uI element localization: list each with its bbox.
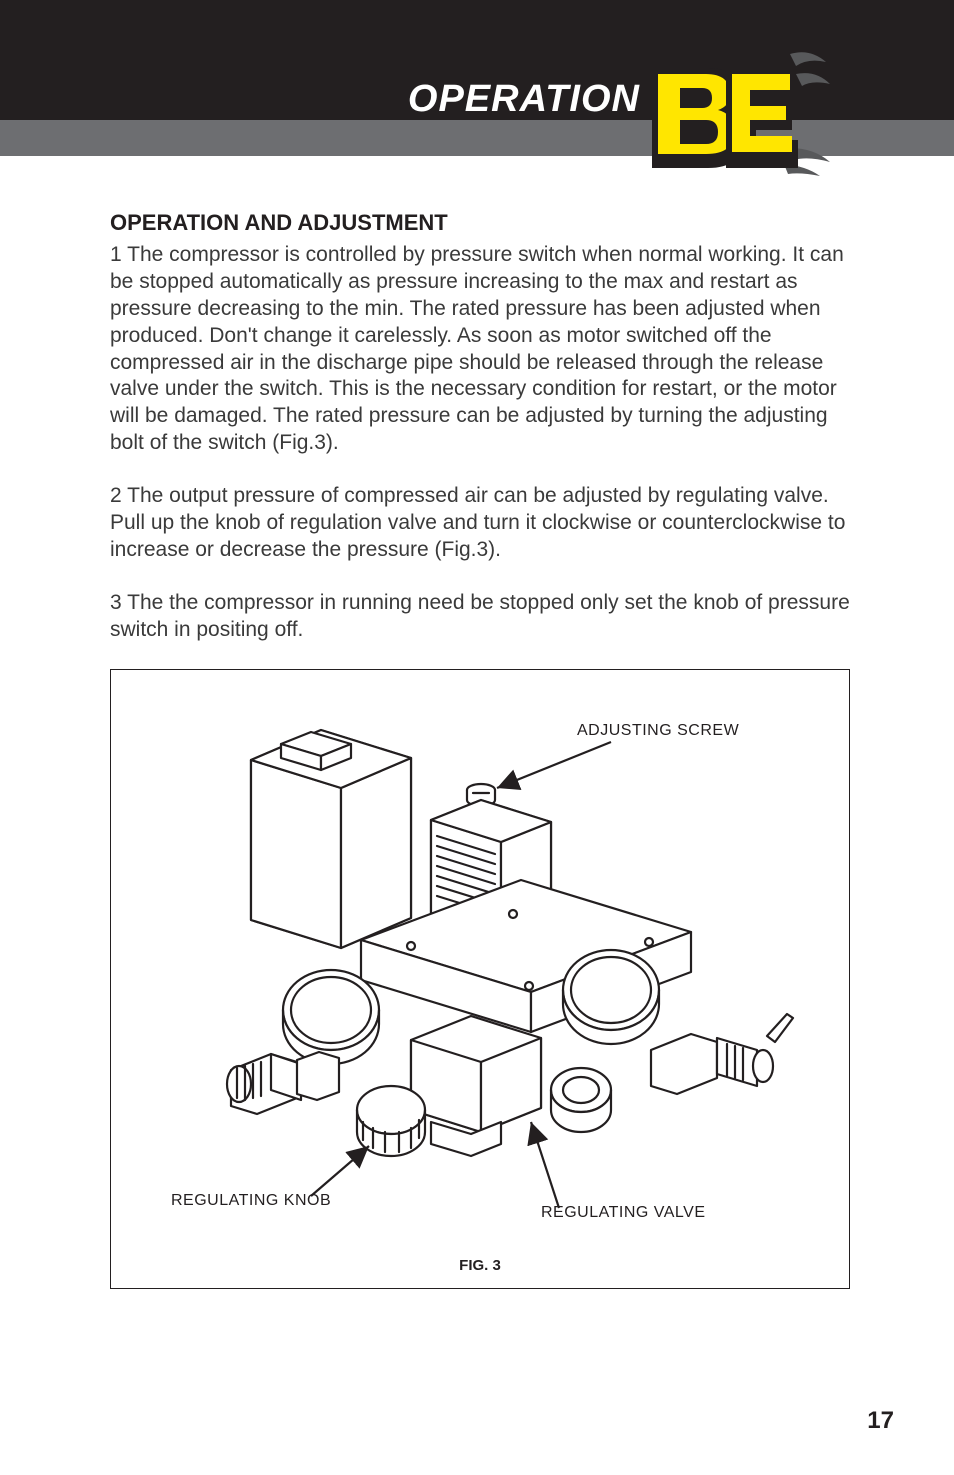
paragraph-1: 1 The compressor is controlled by pressu… — [110, 242, 850, 457]
brand-logo — [640, 48, 840, 178]
figure-3-box: ADJUSTING SCREW REGULATING KNOB REGULATI… — [110, 669, 850, 1289]
label-regulating-knob: REGULATING KNOB — [171, 1192, 331, 1210]
section-heading: OPERATION AND ADJUSTMENT — [110, 210, 850, 236]
paragraph-3: 3 The the compressor in running need be … — [110, 590, 850, 644]
label-adjusting-screw: ADJUSTING SCREW — [577, 722, 739, 740]
paragraph-2: 2 The output pressure of compressed air … — [110, 483, 850, 564]
header-title: OPERATION — [0, 78, 640, 121]
figure-caption: FIG. 3 — [111, 1257, 849, 1274]
content-area: OPERATION AND ADJUSTMENT 1 The compresso… — [110, 210, 850, 1289]
label-regulating-valve: REGULATING VALVE — [541, 1204, 705, 1222]
page-number: 17 — [867, 1407, 894, 1435]
page: OPERATION OPERATION AND ADJUSTM — [0, 0, 954, 1475]
